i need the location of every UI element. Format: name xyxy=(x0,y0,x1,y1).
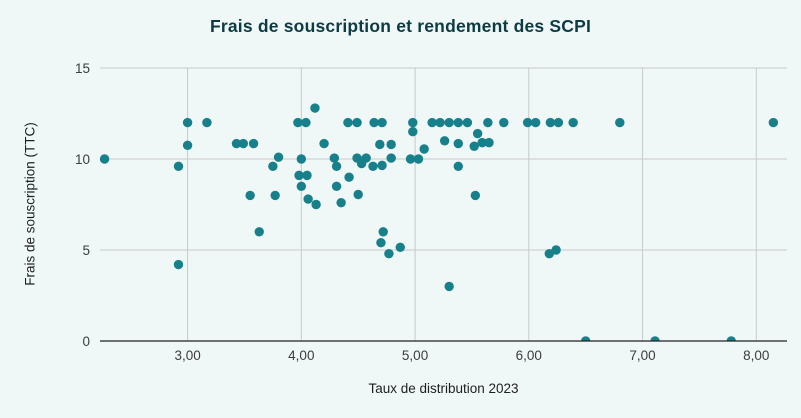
data-point xyxy=(615,117,625,128)
data-point xyxy=(296,154,307,164)
data-point xyxy=(331,181,342,191)
x-tick-label: 6,00 xyxy=(516,348,542,363)
x-tick-label: 5,00 xyxy=(402,348,428,363)
data-point xyxy=(378,227,388,237)
x-axis-label: Taux de distribution 2023 xyxy=(368,381,519,396)
data-point xyxy=(273,152,284,162)
data-point xyxy=(405,154,416,164)
data-point xyxy=(470,190,481,201)
chart-title: Frais de souscription et rendement des S… xyxy=(209,16,592,36)
data-point xyxy=(435,117,445,128)
data-point xyxy=(202,117,212,128)
data-point xyxy=(377,117,387,128)
points-group xyxy=(99,103,779,341)
data-point xyxy=(238,138,249,149)
data-point xyxy=(231,138,242,149)
data-point xyxy=(377,160,387,171)
data-point xyxy=(302,170,312,181)
data-point xyxy=(477,137,487,148)
data-point xyxy=(99,154,110,164)
data-point xyxy=(444,281,454,292)
data-point xyxy=(301,117,311,128)
data-point xyxy=(319,138,329,149)
data-point xyxy=(483,117,493,128)
y-tick-label: 5 xyxy=(82,243,90,258)
y-axis-label: Frais de souscription (TTC) xyxy=(22,122,38,286)
data-point xyxy=(768,117,779,128)
data-point xyxy=(173,259,184,270)
data-point xyxy=(453,138,463,149)
data-point xyxy=(551,245,561,255)
x-tick-label: 4,00 xyxy=(288,348,314,363)
data-point xyxy=(522,117,533,128)
data-point xyxy=(356,158,367,169)
data-point xyxy=(444,117,454,128)
data-point xyxy=(408,127,418,137)
data-point xyxy=(182,140,193,151)
data-point xyxy=(386,139,396,150)
data-point xyxy=(270,190,280,201)
data-point xyxy=(245,190,255,201)
data-point xyxy=(336,197,346,208)
data-point xyxy=(384,248,394,259)
x-tick-label: 7,00 xyxy=(629,348,655,363)
data-point xyxy=(311,199,321,210)
data-point xyxy=(553,117,564,128)
data-point xyxy=(296,181,307,191)
data-point xyxy=(254,227,264,237)
data-point xyxy=(182,117,193,128)
data-point xyxy=(329,153,340,163)
data-point xyxy=(343,117,353,128)
data-point xyxy=(310,103,320,113)
data-point xyxy=(268,161,278,171)
data-point xyxy=(248,138,259,149)
data-point xyxy=(580,336,591,341)
y-tick-label: 10 xyxy=(75,152,90,167)
data-point xyxy=(419,144,429,154)
x-tick-label: 3,00 xyxy=(174,348,200,363)
data-point xyxy=(376,238,386,248)
data-point xyxy=(726,336,736,341)
data-point xyxy=(568,117,578,128)
data-point xyxy=(368,161,378,171)
data-point xyxy=(375,139,385,150)
data-point xyxy=(408,117,418,128)
data-point xyxy=(530,117,541,128)
data-point xyxy=(294,170,304,181)
data-point xyxy=(462,117,473,128)
data-point xyxy=(303,194,313,204)
data-point xyxy=(386,153,396,163)
data-point xyxy=(427,117,437,128)
data-point xyxy=(293,117,303,128)
data-point xyxy=(395,242,405,252)
data-point xyxy=(472,128,483,139)
data-point xyxy=(453,161,463,171)
data-point xyxy=(650,336,660,341)
data-point xyxy=(344,172,354,182)
data-point xyxy=(352,117,362,128)
data-point xyxy=(331,161,342,171)
data-point xyxy=(369,117,379,128)
x-tick-label: 8,00 xyxy=(743,348,769,363)
data-point xyxy=(353,189,363,200)
data-point xyxy=(499,117,509,128)
data-point xyxy=(173,161,184,171)
data-point xyxy=(545,117,556,128)
y-tick-label: 0 xyxy=(82,334,90,349)
data-point xyxy=(484,137,494,148)
data-point xyxy=(413,154,424,164)
data-point xyxy=(453,117,463,128)
data-point xyxy=(469,141,479,151)
y-tick-label: 15 xyxy=(75,61,90,76)
data-point xyxy=(439,136,450,146)
